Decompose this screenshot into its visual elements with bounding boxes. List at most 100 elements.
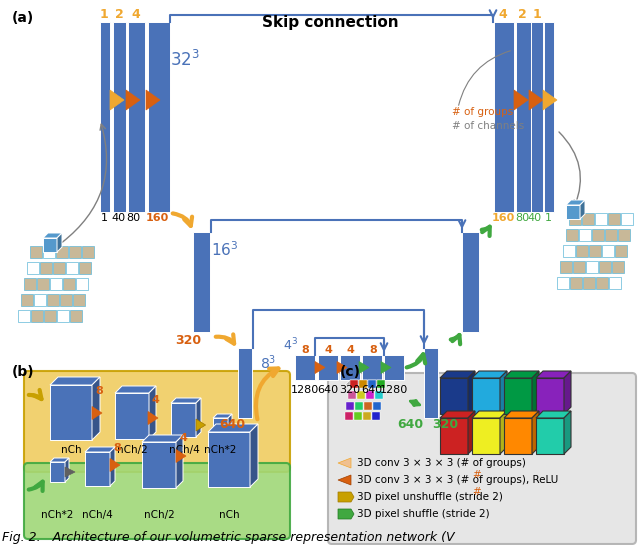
FancyBboxPatch shape: [24, 463, 290, 539]
Bar: [536, 418, 564, 454]
Bar: [596, 277, 608, 289]
Bar: [472, 378, 500, 414]
Bar: [43, 246, 55, 258]
Polygon shape: [566, 200, 585, 205]
Polygon shape: [381, 361, 391, 373]
Polygon shape: [338, 509, 354, 519]
Bar: [355, 402, 363, 410]
Polygon shape: [110, 458, 120, 471]
Polygon shape: [536, 371, 571, 378]
Bar: [605, 229, 617, 241]
Bar: [359, 380, 367, 388]
Bar: [73, 294, 85, 306]
Bar: [47, 294, 59, 306]
FancyBboxPatch shape: [328, 373, 636, 544]
Bar: [113, 22, 126, 212]
Bar: [193, 232, 210, 332]
Polygon shape: [529, 90, 543, 110]
Polygon shape: [543, 90, 557, 110]
Text: nCh/2: nCh/2: [116, 445, 147, 455]
Text: Skip connection: Skip connection: [262, 15, 398, 29]
Bar: [66, 262, 78, 274]
Polygon shape: [208, 424, 258, 432]
Polygon shape: [115, 386, 156, 393]
Text: $8^3$: $8^3$: [260, 354, 276, 372]
Bar: [440, 418, 468, 454]
Polygon shape: [148, 411, 158, 425]
Bar: [579, 229, 591, 241]
Bar: [602, 245, 614, 257]
Text: 160: 160: [492, 213, 515, 223]
Polygon shape: [92, 407, 102, 420]
Bar: [340, 355, 360, 380]
Bar: [37, 278, 49, 290]
Polygon shape: [176, 450, 186, 463]
Bar: [618, 229, 630, 241]
Text: Fig. 2.   Architecture of our volumetric sparse representation network (V: Fig. 2. Architecture of our volumetric s…: [2, 531, 454, 544]
Text: 80: 80: [515, 213, 529, 223]
Bar: [142, 442, 176, 488]
Bar: [424, 348, 438, 418]
Bar: [76, 278, 88, 290]
Text: 8: 8: [95, 386, 103, 396]
Bar: [373, 402, 381, 410]
Text: 320: 320: [432, 419, 458, 432]
Text: 1: 1: [545, 213, 552, 223]
Polygon shape: [500, 371, 507, 414]
Bar: [504, 418, 532, 454]
Polygon shape: [146, 90, 160, 110]
Polygon shape: [359, 361, 369, 373]
Text: 640: 640: [317, 385, 339, 395]
Bar: [295, 355, 315, 380]
Bar: [50, 385, 92, 440]
Text: nCh/4: nCh/4: [82, 510, 113, 520]
Bar: [384, 355, 404, 380]
Text: 1: 1: [100, 213, 108, 223]
Bar: [354, 412, 362, 420]
Bar: [18, 310, 30, 322]
Polygon shape: [196, 398, 201, 437]
Bar: [40, 262, 52, 274]
Polygon shape: [345, 380, 385, 385]
Text: 1: 1: [532, 9, 541, 21]
Bar: [516, 22, 532, 212]
Text: 320: 320: [339, 385, 360, 395]
Bar: [592, 229, 604, 241]
Bar: [348, 391, 356, 399]
Polygon shape: [472, 411, 507, 418]
Text: 4: 4: [179, 433, 187, 443]
Bar: [566, 205, 580, 219]
Bar: [608, 213, 620, 225]
Bar: [573, 261, 585, 273]
Text: 1280: 1280: [291, 385, 319, 395]
Text: #: #: [472, 470, 481, 480]
Bar: [612, 261, 624, 273]
Bar: [346, 402, 354, 410]
Bar: [31, 310, 43, 322]
Text: 320: 320: [175, 334, 201, 347]
Text: nCh: nCh: [61, 445, 81, 455]
Text: (b): (b): [12, 365, 35, 379]
Bar: [171, 403, 196, 437]
Polygon shape: [110, 90, 124, 110]
Text: 1: 1: [100, 9, 108, 21]
Text: 40: 40: [111, 213, 125, 223]
Text: 640: 640: [219, 419, 245, 432]
Bar: [599, 261, 611, 273]
Polygon shape: [500, 411, 507, 454]
Bar: [63, 278, 75, 290]
Bar: [318, 355, 338, 380]
Polygon shape: [580, 200, 585, 219]
Text: 8: 8: [369, 345, 377, 355]
Text: 8: 8: [113, 443, 121, 453]
Text: nCh*2: nCh*2: [204, 445, 236, 455]
Bar: [27, 262, 39, 274]
Text: 40: 40: [528, 213, 542, 223]
Bar: [364, 402, 372, 410]
Bar: [208, 432, 250, 487]
Text: 80: 80: [126, 213, 140, 223]
Polygon shape: [126, 90, 140, 110]
Bar: [621, 213, 633, 225]
Text: 3D pixel shuffle (stride 2): 3D pixel shuffle (stride 2): [357, 509, 490, 519]
Bar: [569, 213, 581, 225]
